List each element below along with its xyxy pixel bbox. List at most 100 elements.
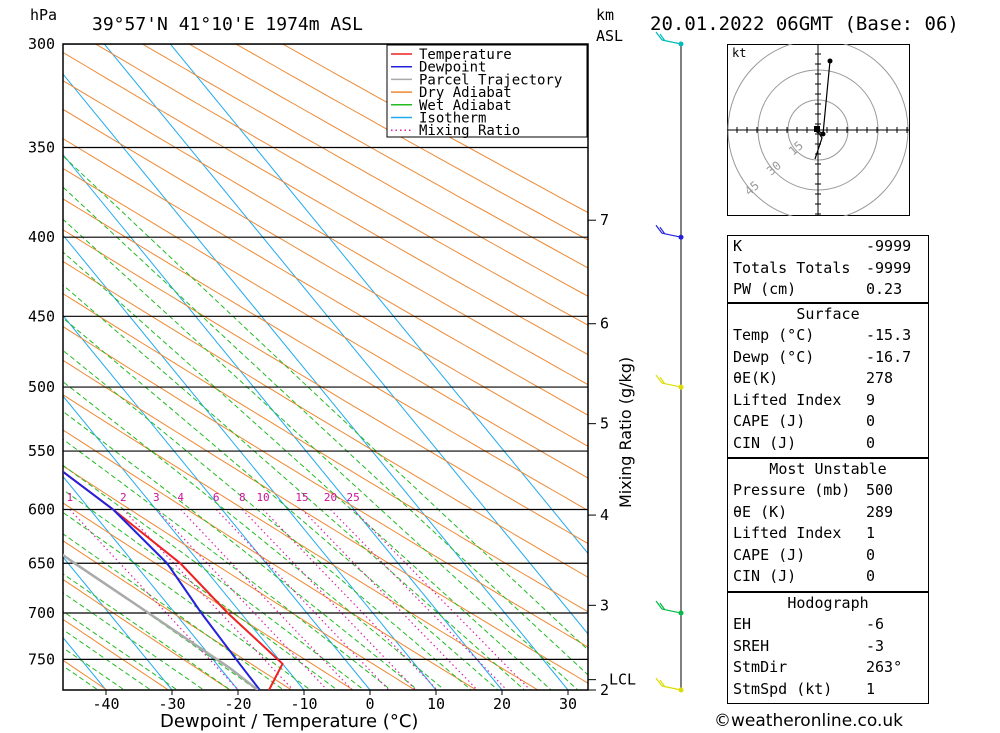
mu-row: Pressure (mb) 500: [728, 480, 928, 502]
wet-adiabat-line: [63, 592, 205, 690]
index-label: Totals Totals: [733, 258, 851, 277]
surface-value: 9: [866, 390, 876, 409]
surface-value: -15.3: [866, 326, 912, 344]
mixing-ratio-label: 3: [153, 491, 160, 504]
surface-row: θE(K) 278: [728, 368, 928, 390]
surface-row: CAPE (J) 0: [728, 411, 928, 433]
dry-adiabat-line: [94, 44, 588, 326]
parcel-trajectory-line: [63, 553, 259, 690]
location-title: 39°57'N 41°10'E 1974m ASL: [92, 14, 363, 35]
mu-label: CAPE (J): [733, 545, 806, 564]
wet-adiabat-line: [63, 186, 588, 676]
surface-row: CIN (J) 0: [728, 433, 928, 455]
wet-adiabat-line: [63, 349, 472, 690]
dry-adiabat-line: [63, 659, 108, 690]
dry-adiabat-line: [63, 229, 588, 545]
mu-row: CAPE (J) 0: [728, 545, 928, 567]
mu-value: 0: [866, 545, 876, 564]
hodograph-stats-title: Hodograph: [787, 594, 869, 612]
isotherm-line: [63, 314, 371, 690]
most-unstable-title: Most Unstable: [769, 460, 887, 478]
isotherm-line: [63, 153, 503, 690]
mixing-ratio-label: 20: [324, 491, 337, 504]
hodo-row: StmDir 263°: [728, 657, 928, 679]
dry-adiabat-line: [63, 394, 539, 690]
mixing-ratio-line: [180, 509, 354, 690]
hodo-value: -3: [866, 636, 885, 655]
index-value: -9999: [866, 258, 912, 277]
wet-adiabat-line: [63, 284, 526, 690]
hodo-value: 263°: [866, 658, 903, 677]
mixing-ratio-line: [122, 509, 294, 690]
isotherm-line: [63, 395, 305, 690]
surface-row: Lifted Index 9: [728, 390, 928, 412]
isotherm-line: [103, 44, 588, 635]
wet-adiabat-line: [63, 251, 552, 690]
hpa-label: hPa: [30, 6, 57, 24]
wet-adiabat-line: [63, 573, 232, 690]
mixing-ratio-label: 10: [256, 491, 269, 504]
km-tick-label: 5: [600, 415, 609, 433]
hodograph-point: [827, 58, 833, 64]
x-tick-label: 0: [365, 695, 374, 713]
dry-adiabat-line: [281, 44, 588, 214]
index-row-pw: PW (cm) 0.23: [728, 279, 928, 301]
dry-adiabat-line: [63, 540, 293, 690]
legend-entry: Isotherm: [419, 111, 486, 127]
x-tick-label: -40: [92, 695, 119, 713]
legend-entry: Parcel Trajectory: [419, 72, 562, 88]
index-label: PW (cm): [733, 280, 797, 299]
dry-adiabat-line: [63, 260, 588, 578]
wet-adiabat-line: [63, 610, 179, 690]
dry-adiabat-line: [63, 293, 588, 613]
copyright-footer: ©weatheronline.co.uk: [714, 711, 904, 731]
hodograph-stats-panel: Hodograph EH -6 SREH -3 StmDir 263° StmSpd …: [727, 592, 929, 704]
surface-value: 0: [866, 433, 876, 452]
temperature-line: [63, 470, 284, 690]
mu-label: Pressure (mb): [733, 481, 851, 499]
hodo-row: EH -6: [728, 614, 928, 636]
lcl-label: LCL: [609, 671, 636, 689]
mixing-ratio-label: 1: [67, 491, 74, 504]
asl-label: ASL: [596, 27, 623, 45]
hodograph-unit: kt: [732, 46, 746, 60]
most-unstable-panel: Most Unstable Pressure (mb) 500 θE (K) 289…: [727, 458, 929, 592]
hodo-label: EH: [733, 615, 752, 633]
mixing-ratio-line: [155, 509, 328, 690]
mixing-ratio-label: 25: [347, 491, 360, 504]
hodograph: kt 15 30 45: [727, 44, 910, 216]
x-axis-label: Dewpoint / Temperature (°C): [160, 711, 418, 732]
hodo-label: StmDir: [733, 658, 788, 677]
mixing-ratio-label: 8: [239, 491, 246, 504]
km-tick-label: 3: [600, 596, 609, 614]
surface-label: CIN (J): [733, 433, 797, 452]
wet-adiabat-line: [63, 533, 285, 690]
wet-adiabat-line: [63, 647, 126, 690]
pressure-tick-label: 350: [28, 139, 55, 157]
mu-row: θE (K) 289: [728, 502, 928, 524]
dry-adiabat-line: [63, 429, 478, 690]
hodo-label: SREH: [733, 636, 770, 655]
isotherm-line: [63, 234, 437, 690]
x-tick-label: -20: [224, 695, 251, 713]
indices-panel: K -9999 Totals Totals -9999 PW (cm) 0.23: [727, 235, 929, 303]
dry-adiabat-line: [63, 359, 588, 684]
isotherm-line: [63, 556, 173, 690]
hodo-value: -6: [866, 615, 885, 633]
isotherm-line: [169, 44, 588, 555]
index-label: K: [733, 237, 743, 255]
dry-adiabat-line: [63, 51, 588, 356]
pressure-tick-label: 300: [28, 35, 55, 53]
wet-adiabat-line: [63, 438, 392, 690]
index-row-k: K -9999: [728, 236, 928, 258]
surface-value: -16.7: [866, 347, 912, 366]
pressure-tick-label: 750: [28, 650, 55, 668]
km-tick-label: 6: [600, 315, 609, 333]
legend-entry: Dewpoint: [419, 60, 486, 76]
dry-adiabat-line: [188, 44, 588, 269]
dry-adiabat-line: [0, 21, 51, 694]
wind-barb: [655, 600, 682, 614]
x-tick-label: -30: [158, 695, 185, 713]
